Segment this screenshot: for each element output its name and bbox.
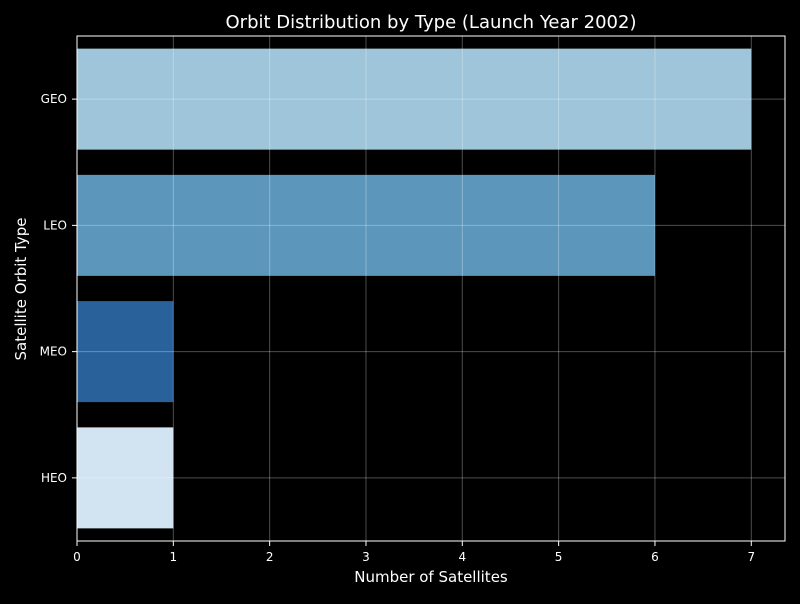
y-axis-label: Satellite Orbit Type [12,218,30,361]
axis-layer: 0 1 2 3 4 5 6 7 GEO LEO MEO HEO [40,35,786,564]
bar-geo [77,48,752,150]
bar-layer [77,48,752,529]
bar-heo [77,427,174,529]
x-axis-label: Number of Satellites [354,568,508,586]
x-tick-label: 5 [555,550,563,564]
x-tick-label: 0 [73,550,81,564]
y-tick-label-leo: LEO [43,218,67,232]
y-tick-label-heo: HEO [41,471,67,485]
y-tick-label-meo: MEO [40,345,67,359]
x-tick-label: 7 [747,550,755,564]
chart-title: Orbit Distribution by Type (Launch Year … [226,12,637,33]
plot-frame [76,35,786,542]
x-tick-label: 1 [170,550,178,564]
x-tick-label: 6 [651,550,659,564]
x-tick-label: 4 [458,550,466,564]
x-tick-label: 2 [266,550,274,564]
bar-meo [77,301,174,403]
x-tick-label: 3 [362,550,370,564]
bar-leo [77,174,655,276]
y-tick-label-geo: GEO [41,92,67,106]
